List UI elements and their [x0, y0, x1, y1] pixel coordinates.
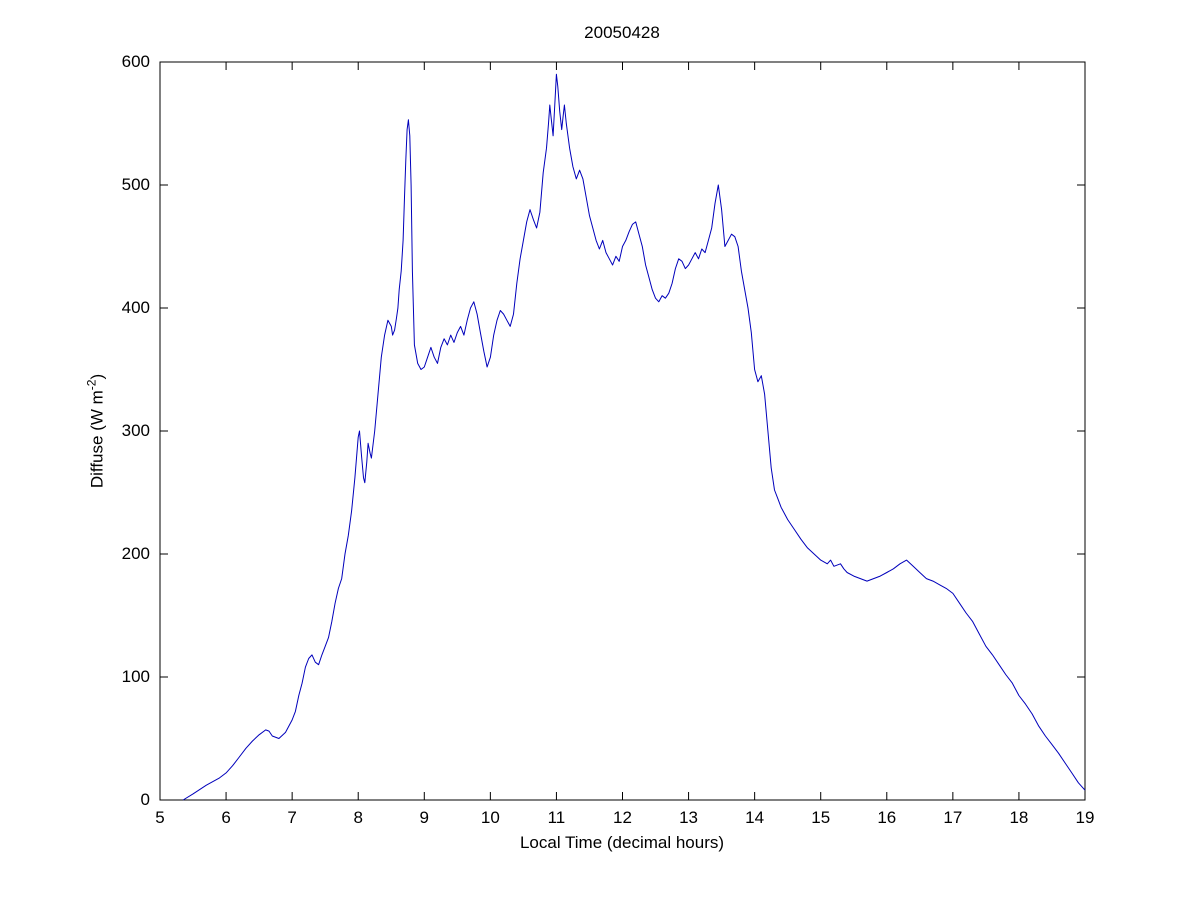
x-tick-label: 12 — [613, 808, 632, 827]
x-tick-label: 15 — [811, 808, 831, 827]
y-tick-label: 400 — [121, 298, 150, 317]
x-tick-label: 18 — [1009, 808, 1029, 827]
y-tick-label: 200 — [121, 544, 150, 563]
x-tick-label: 7 — [287, 808, 297, 827]
x-tick-label: 5 — [155, 808, 165, 827]
y-tick-label: 0 — [140, 790, 150, 809]
y-tick-label: 600 — [121, 52, 150, 71]
x-tick-label: 8 — [353, 808, 363, 827]
x-axis-label: Local Time (decimal hours) — [519, 833, 725, 852]
x-tick-label: 6 — [221, 808, 231, 827]
x-tick-label: 13 — [679, 808, 699, 827]
y-tick-label: 500 — [121, 175, 150, 194]
y-tick-label: 300 — [121, 421, 150, 440]
diffuse-line-series — [182, 73, 1086, 801]
x-tick-label: 9 — [419, 808, 430, 827]
x-tick-label: 11 — [547, 808, 566, 827]
x-tick-label: 10 — [480, 808, 500, 827]
tick-marks — [159, 61, 1086, 801]
y-tick-label: 100 — [121, 667, 150, 686]
x-tick-label: 17 — [943, 808, 963, 827]
axes-box — [159, 61, 1086, 801]
x-tick-label: 16 — [877, 808, 897, 827]
x-tick-label: 19 — [1075, 808, 1095, 827]
chart-title: 20050428 — [584, 23, 660, 42]
x-tick-label: 14 — [745, 808, 765, 827]
